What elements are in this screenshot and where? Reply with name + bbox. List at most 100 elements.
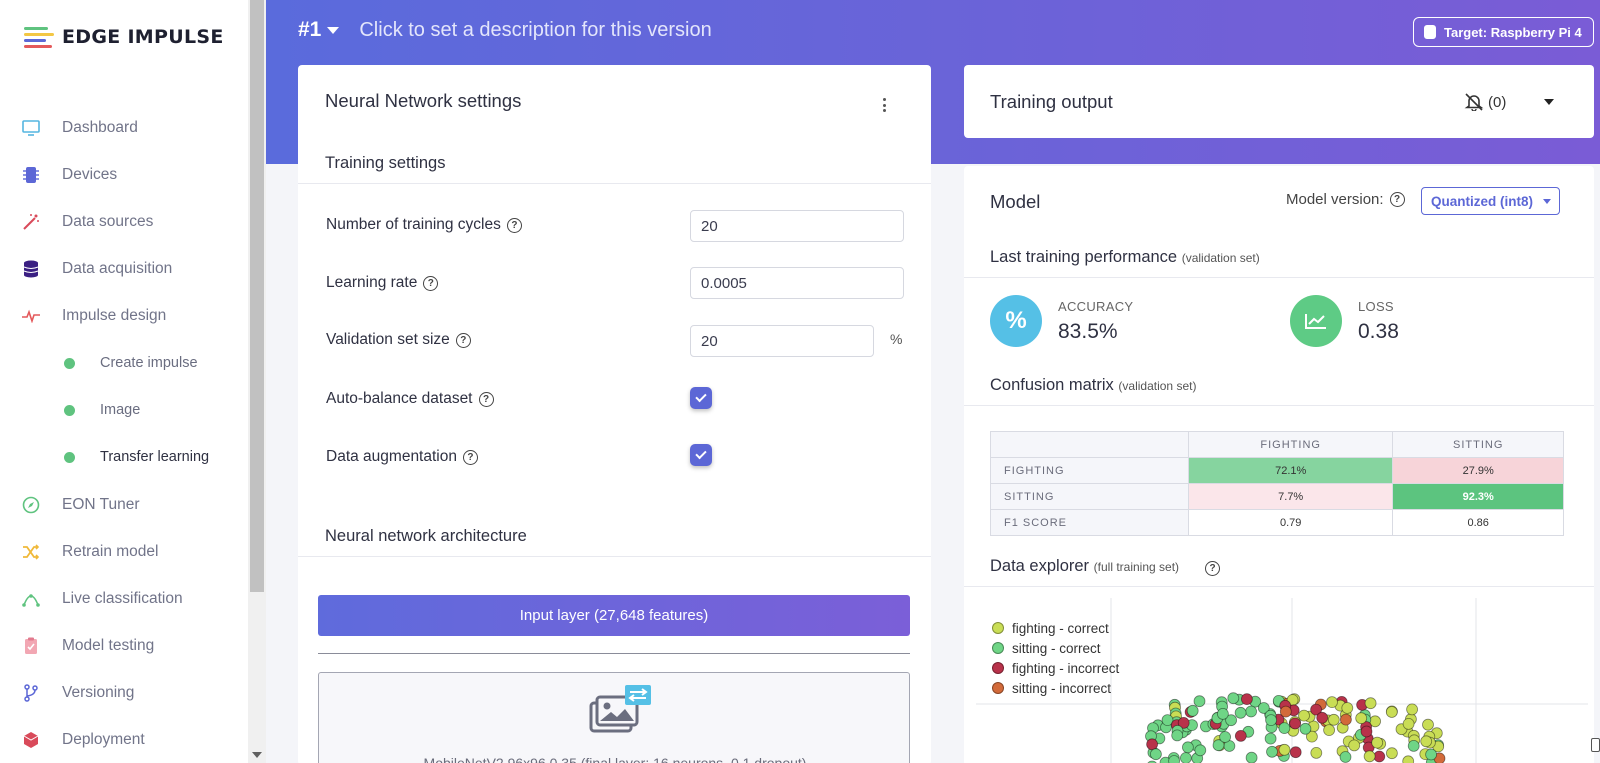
explorer-point[interactable] — [1146, 738, 1159, 751]
help-icon[interactable]: ? — [462, 449, 478, 465]
explorer-point[interactable] — [1310, 746, 1323, 759]
explorer-point[interactable] — [1289, 746, 1302, 759]
sidebar-item-eon-tuner[interactable]: EON Tuner — [0, 485, 248, 525]
sidebar-item-impulse-design[interactable]: Impulse design — [0, 296, 248, 336]
sidebar-scrollbar[interactable] — [248, 0, 266, 763]
explorer-point[interactable] — [1323, 724, 1336, 737]
explorer-point[interactable] — [1298, 709, 1310, 722]
sidebar-item-retrain-model[interactable]: Retrain model — [0, 532, 248, 572]
explorer-point[interactable] — [1310, 703, 1323, 716]
explorer-point[interactable] — [1316, 711, 1329, 724]
legend-item[interactable]: sitting - incorrect — [992, 678, 1119, 698]
model-version-select[interactable]: Quantized (int8) — [1421, 187, 1560, 215]
explorer-point[interactable] — [1305, 730, 1318, 743]
sidebar-item-create-impulse[interactable]: Create impulse — [0, 343, 248, 383]
explorer-point[interactable] — [1234, 729, 1247, 742]
sidebar-item-image[interactable]: Image — [0, 390, 248, 430]
explorer-point[interactable] — [1225, 714, 1238, 727]
help-icon[interactable]: ? — [1389, 192, 1405, 207]
data-augmentation-checkbox[interactable] — [690, 444, 712, 466]
explorer-point[interactable] — [1194, 744, 1207, 757]
explorer-point[interactable] — [1326, 696, 1338, 708]
training-cycles-input[interactable]: 20 — [690, 210, 904, 242]
explorer-point[interactable] — [1355, 712, 1368, 725]
explorer-point[interactable] — [1266, 745, 1278, 758]
explorer-point[interactable] — [1171, 729, 1184, 742]
explorer-point[interactable] — [1422, 718, 1434, 731]
explorer-point[interactable] — [1245, 705, 1258, 718]
explorer-point[interactable] — [1339, 713, 1352, 726]
explorer-point[interactable] — [1227, 692, 1240, 705]
explorer-point[interactable] — [1265, 714, 1278, 726]
scroll-down-arrow-icon[interactable] — [252, 752, 262, 758]
explorer-point[interactable] — [1177, 717, 1190, 729]
explorer-point[interactable] — [1193, 695, 1206, 708]
help-icon[interactable]: ? — [478, 391, 494, 407]
data-explorer-plot[interactable] — [976, 598, 1588, 763]
explorer-point[interactable] — [1264, 732, 1277, 745]
scrollbar-thumb[interactable] — [250, 0, 264, 592]
legend-item[interactable]: fighting - incorrect — [992, 658, 1119, 678]
expand-chevron-icon[interactable] — [1544, 99, 1554, 105]
explorer-point[interactable] — [1385, 747, 1398, 760]
explorer-point[interactable] — [1341, 702, 1354, 714]
explorer-point[interactable] — [1219, 731, 1232, 743]
legend-item[interactable]: sitting - correct — [992, 638, 1119, 658]
notifications-toggle[interactable]: (0) — [1464, 93, 1506, 111]
help-icon[interactable]: ? — [455, 332, 471, 348]
version-description[interactable]: Click to set a description for this vers… — [359, 18, 712, 41]
explorer-point[interactable] — [1180, 752, 1192, 763]
input-layer-block[interactable]: Input layer (27,648 features) — [318, 595, 910, 636]
sidebar-item-devices[interactable]: Devices — [0, 155, 248, 195]
explorer-point[interactable] — [1327, 713, 1340, 726]
explorer-point[interactable] — [1339, 751, 1352, 763]
explorer-point[interactable] — [1385, 706, 1398, 718]
explorer-point[interactable] — [1289, 717, 1302, 730]
legend-item[interactable]: fighting - correct — [992, 618, 1119, 638]
sidebar-item-transfer-learning[interactable]: Transfer learning — [0, 437, 248, 477]
chevron-down-icon[interactable] — [327, 26, 340, 34]
explorer-point[interactable] — [1186, 704, 1199, 717]
validation-size-input[interactable]: 20 — [690, 325, 874, 357]
sidebar-item-data-acquisition[interactable]: Data acquisition — [0, 249, 248, 289]
explorer-point[interactable] — [1407, 739, 1420, 752]
sidebar-item-versioning[interactable]: Versioning — [0, 673, 248, 713]
explorer-point[interactable] — [1425, 748, 1438, 761]
explorer-point[interactable] — [1245, 751, 1258, 763]
explorer-point[interactable] — [1402, 718, 1415, 730]
explorer-point[interactable] — [1402, 755, 1415, 763]
more-options-icon[interactable] — [883, 98, 887, 112]
explorer-point[interactable] — [1216, 708, 1229, 720]
sidebar-item-model-testing[interactable]: Model testing — [0, 626, 248, 666]
explorer-point[interactable] — [1363, 750, 1376, 763]
explorer-point[interactable] — [1420, 735, 1433, 748]
sidebar-item-deployment[interactable]: Deployment — [0, 720, 248, 760]
sidebar-item-data-sources[interactable]: Data sources — [0, 202, 248, 242]
explorer-point[interactable] — [1348, 739, 1361, 752]
logo[interactable]: EDGE IMPULSE — [24, 26, 224, 48]
version-selector[interactable]: #1 Click to set a description for this v… — [298, 18, 712, 42]
auto-balance-checkbox[interactable] — [690, 387, 712, 409]
target-button[interactable]: Target: Raspberry Pi 4 — [1413, 17, 1594, 47]
explorer-point[interactable] — [1149, 748, 1162, 761]
explorer-point[interactable] — [1234, 706, 1247, 719]
model-block[interactable]: MobileNetV2 96x96 0.35 (final layer: 16 … — [318, 672, 910, 763]
explorer-point[interactable] — [1364, 697, 1377, 710]
help-icon[interactable]: ? — [506, 217, 522, 233]
explorer-point[interactable] — [1240, 693, 1253, 705]
explorer-point[interactable] — [1168, 755, 1180, 763]
explorer-point[interactable] — [1299, 722, 1312, 735]
explorer-point[interactable] — [1212, 739, 1225, 752]
explorer-point[interactable] — [1181, 741, 1194, 754]
explorer-point[interactable] — [1161, 714, 1174, 726]
explorer-point[interactable] — [1371, 736, 1384, 749]
sidebar-item-live-classification[interactable]: Live classification — [0, 579, 248, 619]
sidebar-item-dashboard[interactable]: Dashboard — [0, 108, 248, 148]
explorer-point[interactable] — [1279, 705, 1292, 718]
explorer-point[interactable] — [1278, 722, 1291, 735]
explorer-point[interactable] — [1406, 703, 1419, 716]
version-number[interactable]: #1 — [298, 18, 322, 41]
explorer-point[interactable] — [1360, 725, 1373, 738]
help-icon[interactable]: ? — [423, 275, 439, 291]
explorer-point[interactable] — [1278, 743, 1291, 756]
